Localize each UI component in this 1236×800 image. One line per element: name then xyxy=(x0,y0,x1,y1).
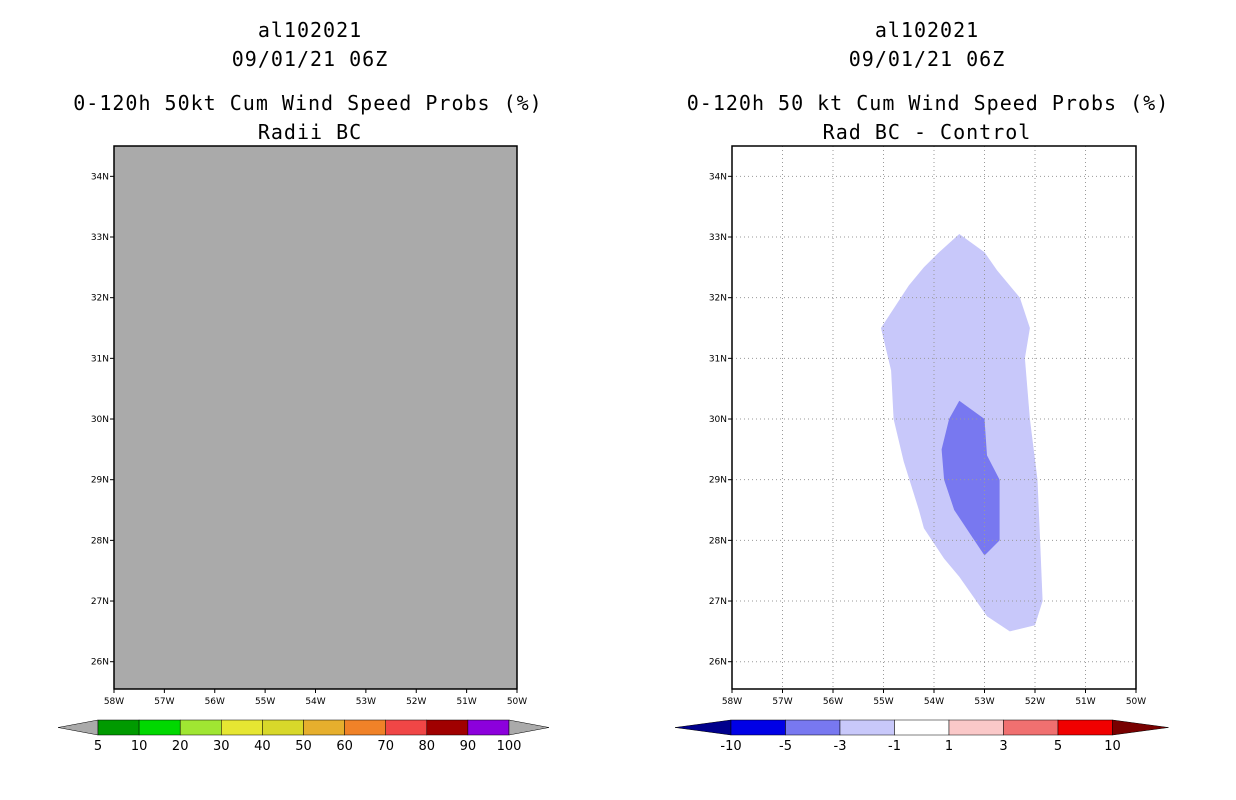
left-x-tick-label: 55W xyxy=(255,697,275,707)
right-colorbar-segment xyxy=(785,719,841,736)
left-colorbar-segment xyxy=(179,719,222,736)
right-chart: 58W 57W 56W 55W 54W 53W 52W 51W 50W 26N 27N 28N 29N 3… xyxy=(674,145,1169,754)
left-datetime: 09/01/21 06Z xyxy=(231,47,389,71)
left-x-tick-label: 50W xyxy=(507,697,527,707)
left-colorbar-over xyxy=(508,719,550,736)
left-chart-subtitle: Radii BC xyxy=(257,120,363,144)
left-colorbar-label: 100 xyxy=(497,739,522,754)
left-storm-id: al102021 xyxy=(257,18,363,42)
left-colorbar-label: 5 xyxy=(94,739,102,754)
left-colorbar-label: 70 xyxy=(377,739,394,754)
left-colorbar-under xyxy=(57,719,99,736)
right-colorbar-over xyxy=(1112,719,1169,736)
left-y-tick-label: 32N xyxy=(91,294,109,304)
left-y-tick-label: 26N xyxy=(91,658,109,668)
left-chart-title: 0-120h 50kt Cum Wind Speed Probs (%) xyxy=(73,91,543,115)
right-colorbar-label: -3 xyxy=(834,739,847,754)
left-colorbar-segment xyxy=(385,719,428,736)
right-y-tick-label: 27N xyxy=(709,597,727,607)
right-x-tick-label: 54W xyxy=(924,697,944,707)
right-x-tick-label: 55W xyxy=(873,697,893,707)
right-y-tick-label: 34N xyxy=(709,172,727,182)
right-contour-1 xyxy=(941,400,1000,556)
right-x-tick-label: 50W xyxy=(1126,697,1146,707)
right-colorbar-segment xyxy=(948,719,1004,736)
right-colorbar-segment xyxy=(1003,719,1059,736)
left-chart: 58W 57W 56W 55W 54W 53W 52W 51W 50W 26N 27N 28N 29N 3… xyxy=(57,145,550,754)
left-y-tick-label: 28N xyxy=(91,536,109,546)
right-y-tick-label: 32N xyxy=(709,294,727,304)
left-x-tick-label: 54W xyxy=(305,697,325,707)
right-y-tick-label: 28N xyxy=(709,536,727,546)
left-colorbar-label: 10 xyxy=(131,739,148,754)
left-y-tick-label: 31N xyxy=(91,354,109,364)
left-x-tick-label: 52W xyxy=(406,697,426,707)
right-colorbar-segment xyxy=(839,719,895,736)
right-y-tick-label: 33N xyxy=(709,233,727,243)
right-x-tick-label: 57W xyxy=(772,697,792,707)
left-colorbar-label: 20 xyxy=(172,739,189,754)
right-y-tick-label: 29N xyxy=(709,476,727,486)
left-colorbar-segment xyxy=(303,719,345,736)
left-colorbar-label: 80 xyxy=(419,739,436,754)
left-y-tick-label: 27N xyxy=(91,597,109,607)
right-x-tick-label: 58W xyxy=(722,697,742,707)
left-colorbar-segment xyxy=(97,719,140,736)
left-y-tick-label: 29N xyxy=(91,476,109,486)
right-datetime: 09/01/21 06Z xyxy=(848,47,1006,71)
left-colorbar-segment xyxy=(426,719,469,736)
left-colorbar-label: 50 xyxy=(295,739,312,754)
left-x-tick-label: 56W xyxy=(205,697,225,707)
right-colorbar-label: 5 xyxy=(1054,739,1062,754)
right-x-tick-label: 51W xyxy=(1075,697,1095,707)
left-colorbar-segment xyxy=(262,719,304,736)
left-x-tick-label: 51W xyxy=(456,697,476,707)
right-colorbar-segment xyxy=(730,719,786,736)
left-colorbar-segment xyxy=(467,719,510,736)
right-colorbar-label: -1 xyxy=(888,739,901,754)
right-colorbar-label: 1 xyxy=(945,739,953,754)
right-colorbar-label: 3 xyxy=(999,739,1007,754)
right-y-tick-label: 26N xyxy=(709,658,727,668)
left-y-tick-label: 33N xyxy=(91,233,109,243)
right-colorbar-label: 10 xyxy=(1104,739,1121,754)
right-x-tick-label: 56W xyxy=(823,697,843,707)
left-colorbar-label: 40 xyxy=(254,739,271,754)
left-plot-field xyxy=(114,146,517,689)
right-chart-title: 0-120h 50 kt Cum Wind Speed Probs (%) xyxy=(686,91,1170,115)
right-colorbar-under xyxy=(674,719,732,736)
right-colorbar-label: -10 xyxy=(720,739,741,754)
left-x-tick-label: 57W xyxy=(154,697,174,707)
right-chart-subtitle: Rad BC - Control xyxy=(822,120,1032,144)
right-y-tick-label: 30N xyxy=(709,415,727,425)
right-colorbar-segment xyxy=(894,719,950,736)
right-y-tick-label: 31N xyxy=(709,354,727,364)
left-x-tick-label: 58W xyxy=(104,697,124,707)
left-colorbar-label: 90 xyxy=(460,739,477,754)
right-colorbar-label: -5 xyxy=(779,739,792,754)
right-colorbar-segment xyxy=(1057,719,1113,736)
right-x-tick-label: 52W xyxy=(1025,697,1045,707)
left-colorbar-segment xyxy=(138,719,181,736)
left-y-tick-label: 30N xyxy=(91,415,109,425)
left-colorbar-label: 30 xyxy=(213,739,230,754)
left-x-tick-label: 53W xyxy=(356,697,376,707)
left-colorbar-segment xyxy=(344,719,386,736)
right-storm-id: al102021 xyxy=(874,18,980,42)
left-y-tick-label: 34N xyxy=(91,172,109,182)
left-colorbar-segment xyxy=(221,719,263,736)
right-x-tick-label: 53W xyxy=(974,697,994,707)
left-colorbar-label: 60 xyxy=(336,739,353,754)
